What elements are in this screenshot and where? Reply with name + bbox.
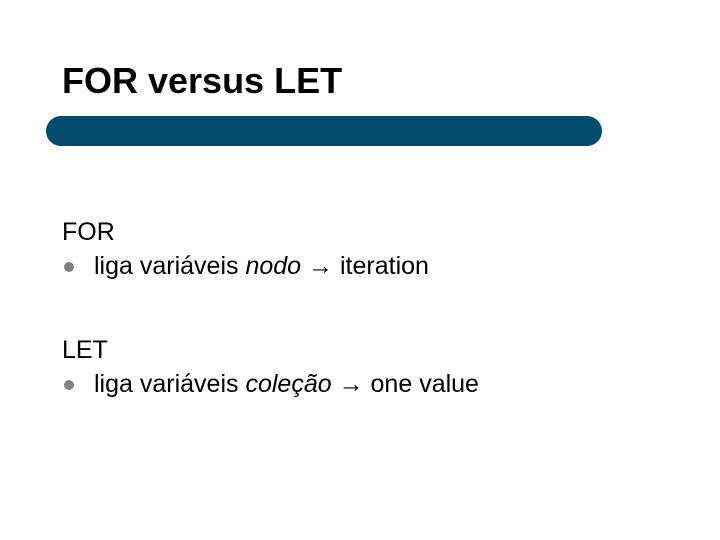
bullet-for-italic: nodo (245, 252, 301, 280)
bullet-dot-icon (64, 380, 74, 390)
bullet-let-prefix: liga variáveis (94, 370, 245, 398)
section-for-label: FOR (62, 218, 115, 247)
bullet-dot-icon (64, 262, 74, 272)
bullet-let-arrow: → (332, 370, 371, 398)
bullet-let-suffix: one value (371, 370, 479, 398)
title-underline-bar (46, 116, 602, 146)
slide: FOR versus LET FOR liga variáveis nodo →… (0, 0, 720, 540)
bullet-let: liga variáveis coleção → one value (64, 370, 479, 399)
section-let-label: LET (62, 336, 108, 365)
slide-title: FOR versus LET (62, 60, 342, 102)
bullet-for: liga variáveis nodo → iteration (64, 252, 429, 281)
bullet-for-text: liga variáveis nodo → iteration (94, 252, 429, 281)
bullet-for-suffix: iteration (340, 252, 429, 280)
bullet-let-italic: coleção (245, 370, 331, 398)
bullet-for-arrow: → (301, 252, 340, 280)
bullet-let-text: liga variáveis coleção → one value (94, 370, 479, 399)
bullet-for-prefix: liga variáveis (94, 252, 245, 280)
